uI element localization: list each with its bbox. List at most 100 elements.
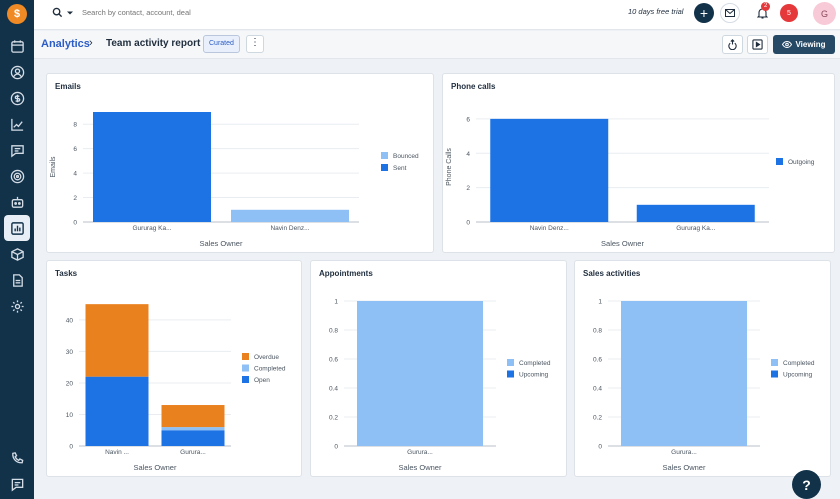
- y-tick-label: 2: [73, 195, 77, 202]
- legend-swatch: [381, 152, 388, 159]
- legend-label: Bounced: [393, 153, 419, 160]
- legend-label: Upcoming: [783, 372, 813, 379]
- y-tick-label: 0: [73, 220, 77, 227]
- eye-icon: [782, 41, 793, 48]
- x-axis-label: Sales Owner: [601, 239, 644, 248]
- x-tick-label: Navin Denz...: [270, 225, 309, 232]
- bar-sent: [93, 112, 211, 222]
- viewing-label: Viewing: [795, 40, 826, 49]
- more-options-button[interactable]: ⋮: [246, 35, 264, 53]
- legend-label: Completed: [519, 360, 551, 367]
- y-tick-label: 0: [69, 444, 73, 451]
- avatar-initial: G: [820, 8, 828, 19]
- y-tick-label: 8: [73, 122, 77, 129]
- y-tick-label: 0: [466, 220, 470, 227]
- quick-add-button[interactable]: +: [694, 3, 714, 23]
- user-avatar[interactable]: G: [813, 2, 836, 25]
- reports-icon[interactable]: [4, 215, 30, 241]
- y-tick-label: 1: [334, 299, 338, 306]
- y-tick-label: 0.6: [593, 357, 602, 364]
- legend-label: Completed: [783, 360, 815, 367]
- y-tick-label: 6: [466, 116, 470, 123]
- chevron-down-icon[interactable]: [66, 9, 74, 17]
- y-tick-label: 20: [66, 380, 74, 387]
- x-axis-label: Sales Owner: [663, 463, 706, 472]
- bar-open: [161, 430, 225, 446]
- analytics-trend-icon[interactable]: [7, 114, 27, 134]
- feedback-icon[interactable]: [7, 474, 27, 494]
- sidebar: $: [0, 0, 34, 499]
- bot-icon[interactable]: [7, 192, 27, 212]
- breadcrumb-analytics[interactable]: Analytics: [41, 38, 90, 50]
- tasks-chart-card: Tasks 0 10 20 30 40 Navin ... Gurura... Sales O…: [46, 260, 302, 477]
- bar-extra: [231, 209, 349, 222]
- y-tick-label: 0.2: [593, 415, 602, 422]
- phone-calls-chart: 0 2 4 6 Navin Denz... Gururag Ka... Sales Owne…: [446, 116, 815, 248]
- notification-count-badge: 2: [761, 2, 771, 11]
- bar-completed: [621, 301, 747, 446]
- bar-overdue: [161, 405, 225, 428]
- export-icon: [728, 39, 737, 50]
- y-tick-label: 10: [66, 412, 74, 419]
- legend-swatch: [242, 376, 249, 383]
- y-tick-label: 4: [466, 151, 470, 158]
- bar-open: [85, 376, 149, 446]
- mail-icon: [725, 9, 735, 17]
- legend-label: Outgoing: [788, 159, 815, 166]
- settings-icon[interactable]: [7, 296, 27, 316]
- y-tick-label: 0.8: [593, 328, 602, 335]
- curated-badge: Curated: [203, 35, 240, 53]
- chart-title: Tasks: [55, 269, 78, 278]
- alerts-badge[interactable]: 5: [780, 4, 798, 22]
- deals-icon[interactable]: [7, 88, 27, 108]
- y-tick-label: 40: [66, 317, 74, 324]
- contacts-icon[interactable]: [7, 62, 27, 82]
- viewing-button[interactable]: Viewing: [773, 35, 835, 54]
- target-icon[interactable]: [7, 166, 27, 186]
- help-button[interactable]: ?: [792, 470, 821, 499]
- email-button[interactable]: [720, 3, 740, 23]
- y-tick-label: 0.4: [593, 386, 602, 393]
- x-tick-label: Gururag Ka...: [132, 225, 171, 232]
- bar-completed: [357, 301, 483, 446]
- x-tick-label: Gurura...: [180, 449, 206, 456]
- tasks-chart: 0 10 20 30 40 Navin ... Gurura...Sales Owner Ov…: [66, 304, 286, 472]
- x-tick-label: Gurura...: [407, 449, 433, 456]
- document-icon[interactable]: [7, 270, 27, 290]
- search-input[interactable]: [82, 8, 282, 17]
- present-button[interactable]: [747, 35, 768, 54]
- x-tick-label: Gururag Ka...: [676, 225, 715, 232]
- legend-label: Open: [254, 377, 270, 384]
- global-search[interactable]: [52, 7, 282, 18]
- chart-title: Phone calls: [451, 82, 496, 91]
- export-button[interactable]: [722, 35, 743, 54]
- chart-title: Appointments: [319, 269, 373, 278]
- legend-label: Overdue: [254, 354, 279, 361]
- legend-swatch: [776, 158, 783, 165]
- y-tick-label: 2: [466, 185, 470, 192]
- legend-swatch: [507, 359, 514, 366]
- chat-icon[interactable]: [7, 140, 27, 160]
- y-tick-label: 1: [598, 299, 602, 306]
- y-axis-label: Phone Calls: [446, 148, 453, 186]
- product-icon[interactable]: [7, 244, 27, 264]
- notifications-button[interactable]: 2: [752, 2, 772, 23]
- x-axis-label: Sales Owner: [200, 239, 243, 248]
- top-bar: 10 days free trial + 2 5 G: [34, 0, 840, 30]
- calendar-icon[interactable]: [7, 36, 27, 56]
- x-tick-label: Navin ...: [105, 449, 129, 456]
- app-logo[interactable]: $: [7, 4, 27, 24]
- appointments-chart: 0 0.2 0.4 0.6 0.8 1 Gurura... Sales Owner Comple…: [329, 299, 551, 473]
- y-tick-label: 0.6: [329, 357, 338, 364]
- legend-label: Completed: [254, 366, 286, 373]
- help-label: ?: [802, 476, 811, 493]
- alert-count: 5: [787, 9, 791, 17]
- bar-outgoing: [490, 118, 609, 222]
- phone-icon[interactable]: [7, 448, 27, 468]
- search-icon[interactable]: [52, 7, 63, 18]
- appointments-chart-card: Appointments 0 0.2 0.4 0.6 0.8 1 Gurura... Sale…: [310, 260, 567, 477]
- bar-completed: [161, 427, 225, 431]
- emails-chart: 0 2 4 6 8 Gururag Ka... Navin Denz... Sales Own…: [50, 112, 419, 248]
- emails-chart-card: Emails 0 2 4 6 8 Gururag Ka... Navin Denz... Sa…: [46, 73, 434, 253]
- trial-banner[interactable]: 10 days free trial: [628, 7, 684, 16]
